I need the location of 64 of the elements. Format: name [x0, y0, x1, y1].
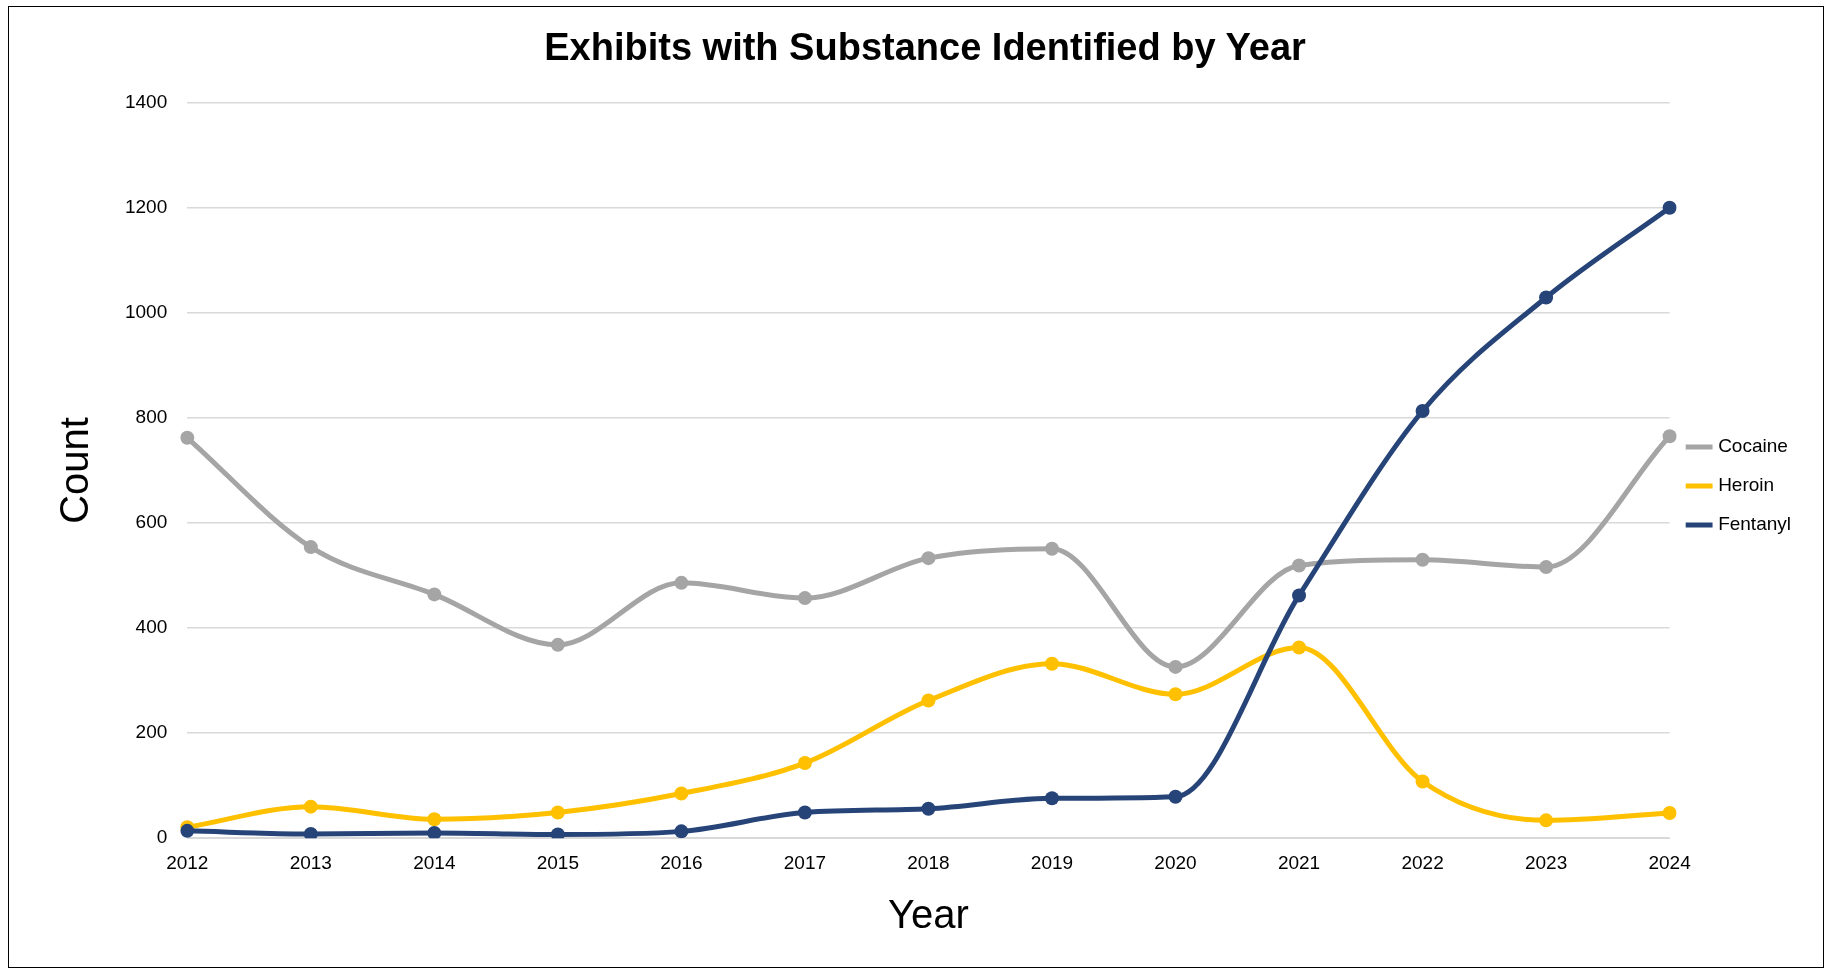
point	[921, 801, 936, 816]
x-tick-label: 2016	[660, 851, 703, 873]
y-tick-label: 0	[156, 826, 168, 848]
point	[1539, 813, 1554, 828]
point	[674, 575, 689, 590]
point	[1292, 558, 1307, 573]
point	[921, 693, 936, 708]
x-tick-label: 2024	[1648, 851, 1692, 873]
point	[1168, 687, 1183, 702]
point	[797, 756, 812, 771]
x-axis-title: Year	[888, 892, 969, 937]
point	[303, 827, 318, 839]
legend-label: Heroin	[1718, 474, 1775, 496]
y-tick-label: 1400	[124, 90, 168, 112]
point	[303, 799, 318, 814]
y-tick-label: 1200	[124, 195, 168, 217]
y-axis-title: Count	[52, 417, 97, 524]
legend-label: Cocaine	[1718, 435, 1788, 457]
point	[427, 587, 442, 602]
x-tick-label: 2022	[1401, 851, 1444, 873]
point	[674, 786, 689, 801]
x-tick-label: 2020	[1154, 851, 1197, 873]
x-tick-label: 2013	[289, 851, 332, 873]
point	[427, 825, 442, 839]
point	[1539, 560, 1554, 575]
point	[180, 430, 195, 445]
point	[1662, 429, 1677, 444]
point	[427, 812, 442, 827]
chart-title: Exhibits with Substance Identified by Year	[544, 26, 1306, 69]
y-tick-label: 600	[135, 511, 168, 533]
x-tick-label: 2015	[536, 851, 579, 873]
x-tick-label: 2021	[1277, 851, 1321, 873]
legend-label: Fentanyl	[1718, 513, 1791, 535]
x-tick-label: 2014	[413, 851, 456, 873]
point	[1415, 552, 1430, 567]
point	[1415, 774, 1430, 789]
point	[1415, 404, 1430, 419]
x-tick-label: 2023	[1524, 851, 1568, 873]
x-tick-label: 2017	[783, 851, 827, 873]
point	[921, 551, 936, 566]
point	[1044, 541, 1059, 556]
point	[1292, 588, 1307, 603]
point	[1168, 659, 1183, 674]
point	[1662, 200, 1677, 215]
point	[1044, 656, 1059, 671]
x-tick-label: 2012	[166, 851, 209, 873]
y-tick-label: 200	[135, 721, 168, 743]
y-tick-label: 1000	[124, 301, 168, 323]
point	[674, 824, 689, 839]
point	[1168, 789, 1183, 804]
y-tick-label: 400	[135, 616, 168, 638]
point	[1044, 791, 1059, 806]
x-tick-label: 2018	[907, 851, 950, 873]
point	[1292, 640, 1307, 655]
point	[303, 540, 318, 555]
point	[550, 827, 565, 839]
point	[550, 637, 565, 652]
point	[1539, 290, 1554, 305]
y-tick-label: 800	[135, 406, 168, 428]
point	[797, 805, 812, 820]
point	[797, 591, 812, 606]
x-tick-label: 2019	[1030, 851, 1074, 873]
point	[1662, 805, 1677, 820]
point	[550, 805, 565, 820]
